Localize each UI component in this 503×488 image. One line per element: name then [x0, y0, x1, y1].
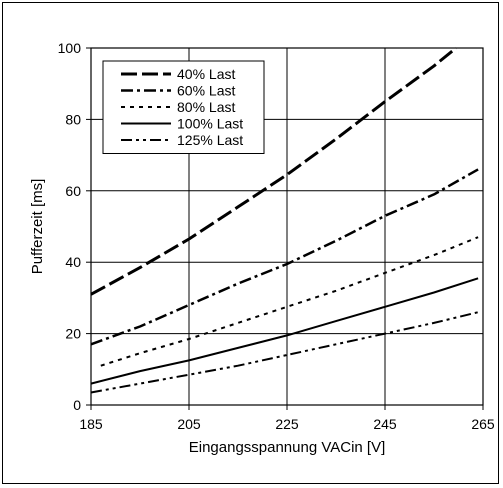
legend-box — [102, 60, 265, 154]
y-axis-label: Pufferzeit [ms] — [29, 179, 46, 275]
legend-label: 80% Last — [177, 99, 235, 115]
y-axis-ticks: 0 20 40 60 80 100 — [58, 40, 91, 413]
y-tick-label: 20 — [65, 326, 81, 342]
x-axis-ticks: 185 205 225 245 265 — [79, 405, 495, 432]
legend-label: 125% Last — [177, 132, 243, 148]
x-tick-label: 185 — [79, 416, 103, 432]
series-line-1 — [90, 46, 458, 296]
x-axis-label: Eingangsspannung VACin [V] — [189, 439, 386, 456]
series-line-4 — [90, 277, 479, 385]
series-line-3 — [100, 236, 479, 367]
series-line-5 — [90, 311, 479, 394]
series-lines — [90, 46, 479, 394]
y-tick-label: 40 — [65, 254, 81, 270]
y-tick-label: 100 — [58, 40, 82, 56]
y-tick-label: 60 — [65, 183, 81, 199]
x-tick-label: 225 — [275, 416, 299, 432]
legend-label: 40% Last — [177, 66, 235, 82]
y-tick-label: 0 — [73, 397, 81, 413]
x-tick-label: 265 — [471, 416, 495, 432]
series-line-2 — [90, 168, 479, 346]
y-tick-label: 80 — [65, 111, 81, 127]
legend-label: 60% Last — [177, 83, 235, 99]
x-tick-label: 205 — [177, 416, 201, 432]
legend-label: 100% Last — [177, 116, 243, 132]
x-tick-label: 245 — [373, 416, 397, 432]
